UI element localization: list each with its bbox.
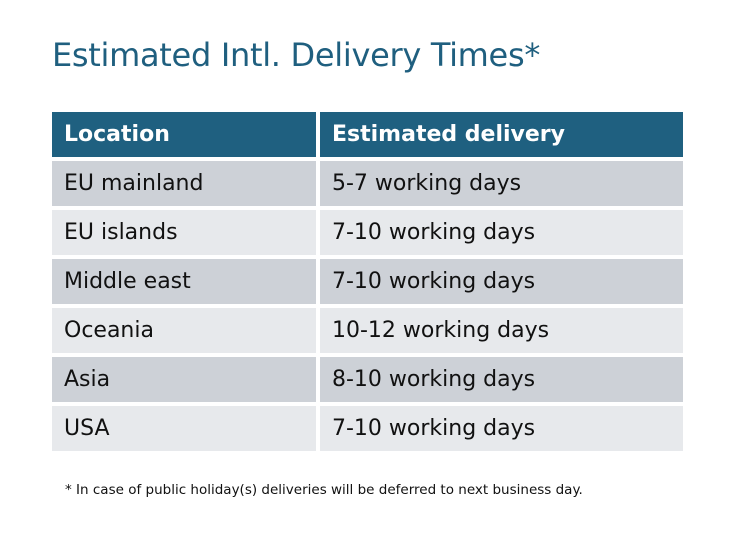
delivery-time-cell: 8-10 working days [320,357,683,402]
page-title: Estimated Intl. Delivery Times* [52,36,541,74]
location-cell: EU islands [52,210,316,255]
delivery-time-cell: 7-10 working days [320,406,683,451]
delivery-time-cell: 7-10 working days [320,259,683,304]
column-header-location: Location [52,112,316,157]
location-cell: USA [52,406,316,451]
table-header-row: Location Estimated delivery [52,112,683,157]
location-cell: EU mainland [52,161,316,206]
location-cell: Oceania [52,308,316,353]
delivery-times-table: Location Estimated delivery EU mainland 5… [48,108,687,455]
table-row: Oceania 10-12 working days [52,308,683,353]
location-cell: Middle east [52,259,316,304]
delivery-time-cell: 7-10 working days [320,210,683,255]
table-row: Asia 8-10 working days [52,357,683,402]
table-row: USA 7-10 working days [52,406,683,451]
delivery-time-cell: 5-7 working days [320,161,683,206]
footnote: * In case of public holiday(s) deliverie… [65,482,583,498]
table-row: EU islands 7-10 working days [52,210,683,255]
delivery-time-cell: 10-12 working days [320,308,683,353]
column-header-estimated-delivery: Estimated delivery [320,112,683,157]
table-row: EU mainland 5-7 working days [52,161,683,206]
location-cell: Asia [52,357,316,402]
table-row: Middle east 7-10 working days [52,259,683,304]
